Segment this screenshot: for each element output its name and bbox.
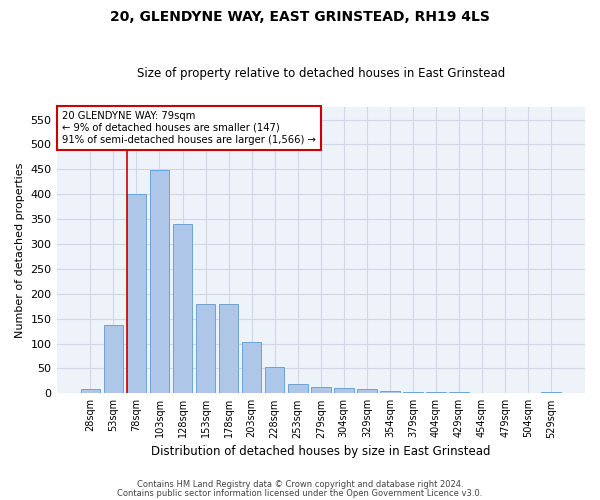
Text: Contains public sector information licensed under the Open Government Licence v3: Contains public sector information licen… [118,490,482,498]
Bar [80,390,100,394]
Bar [380,391,400,394]
Bar [449,392,469,394]
Bar [265,368,284,394]
Bar [127,194,146,394]
Bar [357,390,377,394]
Bar [288,384,308,394]
Bar [334,388,353,394]
Bar [426,392,446,394]
Bar [242,342,262,394]
Bar [403,392,423,394]
Title: Size of property relative to detached houses in East Grinstead: Size of property relative to detached ho… [137,66,505,80]
X-axis label: Distribution of detached houses by size in East Grinstead: Distribution of detached houses by size … [151,444,491,458]
Bar [311,387,331,394]
Y-axis label: Number of detached properties: Number of detached properties [15,162,25,338]
Bar [196,304,215,394]
Text: 20, GLENDYNE WAY, EAST GRINSTEAD, RH19 4LS: 20, GLENDYNE WAY, EAST GRINSTEAD, RH19 4… [110,10,490,24]
Bar [149,170,169,394]
Bar [219,304,238,394]
Bar [104,325,123,394]
Bar [541,392,561,394]
Text: Contains HM Land Registry data © Crown copyright and database right 2024.: Contains HM Land Registry data © Crown c… [137,480,463,489]
Bar [173,224,193,394]
Text: 20 GLENDYNE WAY: 79sqm
← 9% of detached houses are smaller (147)
91% of semi-det: 20 GLENDYNE WAY: 79sqm ← 9% of detached … [62,112,316,144]
